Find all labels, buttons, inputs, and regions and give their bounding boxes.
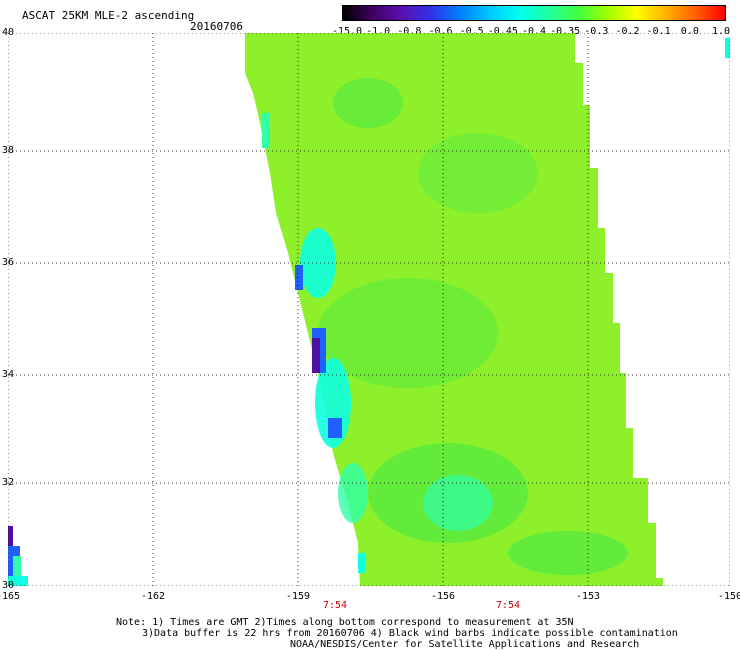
- latitude-tick-label: 32: [2, 477, 15, 488]
- colorbar-tick-label: -0.3: [584, 26, 609, 37]
- colorbar-tick-label: -0.45: [487, 26, 518, 37]
- edge-pixel: [358, 553, 366, 573]
- longitude-tick-label: -156: [430, 591, 456, 602]
- swath-anomalies: [8, 38, 730, 586]
- edge-pixel: [725, 38, 730, 58]
- latitude-tick-label: 34: [2, 369, 15, 380]
- blue-patch: [328, 418, 342, 438]
- pass-time-label: 7:54: [322, 600, 348, 611]
- pass-time-label: 7:54: [495, 600, 521, 611]
- footer-note: 3)Data buffer is 22 hrs from 20160706 4)…: [142, 628, 678, 639]
- longitude-tick-label: -153: [575, 591, 601, 602]
- graticule: [8, 33, 730, 586]
- colorbar-tick-label: 0.0: [680, 26, 699, 37]
- teal-patch: [423, 475, 493, 531]
- footer-note: Note: 1) Times are GMT 2)Times along bot…: [116, 617, 574, 628]
- longitude-tick-label: -159: [285, 591, 311, 602]
- colorbar-tick-label: -0.4: [521, 26, 547, 37]
- low-speed-region: [318, 278, 498, 388]
- corner-pixel: [8, 576, 28, 586]
- colorbar-tick-label: -0.35: [550, 26, 581, 37]
- map-plot: [8, 33, 730, 586]
- latitude-tick-label: 40: [2, 27, 15, 38]
- colorbar-tick-label: -15.0: [331, 26, 363, 37]
- colorbar-tick-label: -1.0: [366, 26, 391, 37]
- purple-patch: [312, 338, 320, 373]
- latitude-tick-label: 38: [2, 145, 15, 156]
- footer-credit: NOAA/NESDIS/Center for Satellite Applica…: [290, 639, 640, 650]
- corner-pixel: [13, 556, 21, 576]
- edge-pixel: [262, 113, 270, 148]
- product-title: ASCAT 25KM MLE-2 ascending: [22, 9, 195, 22]
- low-speed-region: [333, 78, 403, 128]
- colorbar: [342, 5, 726, 21]
- longitude-tick-label: -162: [140, 591, 166, 602]
- product-date: 20160706: [190, 20, 243, 33]
- longitude-tick-label: -165: [0, 591, 21, 602]
- colorbar-tick-label: -0.1: [646, 26, 671, 37]
- longitude-tick-label: -150: [717, 591, 740, 602]
- latitude-tick-label: 30: [2, 580, 15, 591]
- cyan-patch: [300, 228, 336, 298]
- low-speed-region: [508, 531, 628, 575]
- edge-pixel: [295, 265, 303, 290]
- colorbar-tick-label: -0.2: [615, 26, 640, 37]
- colorbar-tick-label: 1.0: [711, 26, 731, 37]
- colorbar-tick-label: -0.5: [459, 26, 484, 37]
- low-speed-region: [418, 133, 538, 213]
- colorbar-tick-label: -0.8: [397, 26, 422, 37]
- colorbar-tick-label: -0.6: [428, 26, 453, 37]
- latitude-tick-label: 36: [2, 257, 15, 268]
- teal-patch: [338, 463, 368, 523]
